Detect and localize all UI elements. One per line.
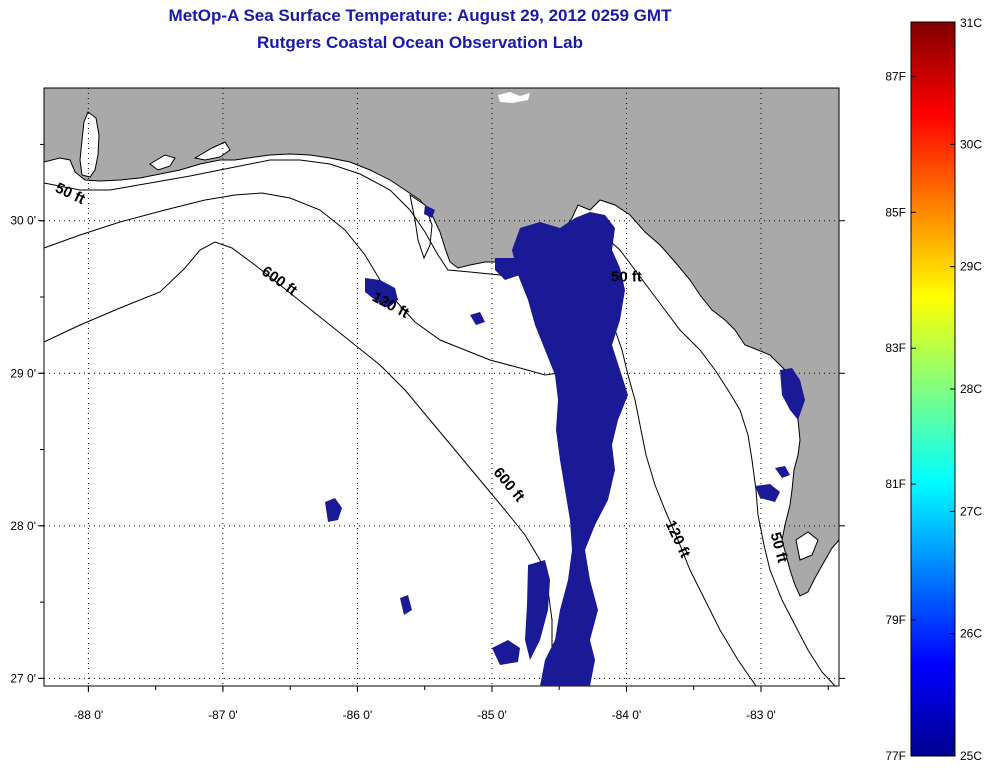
colorbar-celsius-label: 30C (960, 137, 982, 151)
sst-patch-west-coast (365, 278, 398, 308)
lake-north (498, 92, 530, 103)
lon-tick-label: -85 0' (477, 708, 507, 722)
colorbar-fahrenheit-label: 79F (885, 613, 906, 627)
lon-tick-label: -88 0' (74, 708, 104, 722)
lat-tick-label: 28 0' (10, 519, 36, 533)
colorbar-fahrenheit-label: 85F (885, 205, 906, 219)
land-mass (43, 87, 840, 597)
map-axes: -88 0' -87 0' -86 0' -85 0' -84 0' -83 0' 30 0… (10, 143, 845, 722)
lon-tick-label: -83 0' (746, 708, 776, 722)
sst-patch-southwest (525, 560, 550, 660)
colorbar-celsius-label: 25C (960, 749, 982, 763)
sst-patch-north-1 (424, 205, 435, 218)
tampa-bay (795, 531, 819, 561)
colorbar-fahrenheit-label: 77F (885, 749, 906, 763)
sst-patches (325, 205, 805, 686)
lon-tick-label: -86 0' (343, 708, 373, 722)
map-subtitle: Rutgers Coastal Ocean Observation Lab (257, 33, 583, 52)
colorbar-fahrenheit-label: 83F (885, 341, 906, 355)
map-title: MetOp-A Sea Surface Temperature: August … (168, 6, 672, 25)
lat-tick-label: 29 0' (10, 366, 36, 380)
colorbar-celsius-label: 26C (960, 627, 982, 641)
sst-patch-east-3 (775, 466, 790, 478)
colorbar-labels: 31C 30C 29C 28C 27C 26C 25C 87F 85F 83F 81F 79F 77F (885, 16, 982, 763)
sst-patch-north-2 (470, 312, 485, 325)
colorbar-celsius-label: 29C (960, 260, 982, 274)
choctawhatchee-bay (193, 141, 231, 161)
lat-tick-label: 27 0' (10, 671, 36, 685)
colorbar-celsius-label: 27C (960, 504, 982, 518)
sst-patch-south-1 (400, 595, 412, 615)
sst-patch-main (512, 212, 628, 686)
colorbar-celsius-label: 31C (960, 16, 982, 30)
sst-patch-mid-west (325, 498, 342, 522)
mobile-bay (79, 111, 100, 178)
contour-label: 50 ft (611, 269, 642, 286)
sst-patch-east-2 (755, 484, 780, 502)
colorbar-celsius-label: 28C (960, 382, 982, 396)
lat-tick-label: 30 0' (10, 214, 36, 228)
colorbar-gradient (910, 21, 956, 757)
lon-tick-label: -87 0' (208, 708, 238, 722)
pensacola-bay (149, 154, 176, 171)
lon-tick-label: -84 0' (612, 708, 642, 722)
contour-600ft (43, 241, 553, 687)
sst-patch-east-1 (780, 368, 805, 420)
sst-patch-south-2 (492, 640, 520, 665)
colorbar-fahrenheit-label: 87F (885, 69, 906, 83)
colorbar-fahrenheit-label: 81F (885, 477, 906, 491)
contour-120ft (43, 192, 757, 687)
sst-patch-north-3 (495, 258, 520, 280)
